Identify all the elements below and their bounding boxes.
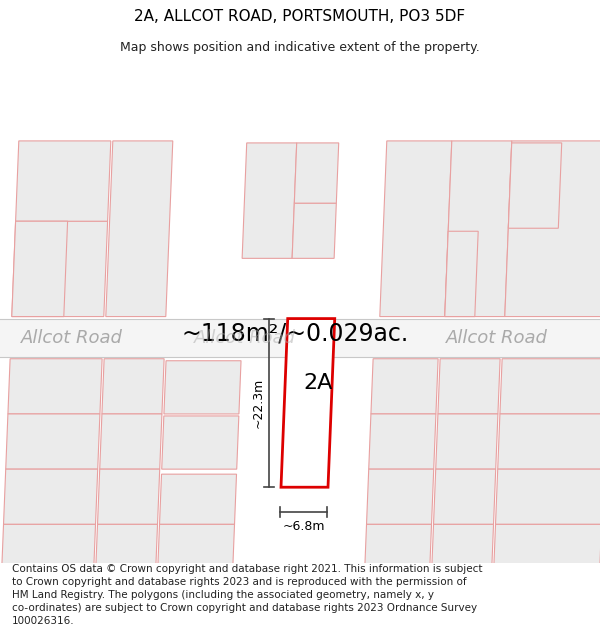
Bar: [0, 319, 600, 357]
Polygon shape: [102, 359, 164, 414]
Polygon shape: [496, 469, 600, 524]
Polygon shape: [494, 524, 600, 564]
Polygon shape: [445, 141, 512, 317]
Polygon shape: [369, 414, 436, 469]
Polygon shape: [367, 469, 434, 524]
Polygon shape: [436, 414, 498, 469]
Polygon shape: [158, 524, 235, 564]
Text: Allcot Road: Allcot Road: [194, 329, 296, 347]
Polygon shape: [500, 359, 600, 414]
Text: 2A, ALLCOT ROAD, PORTSMOUTH, PO3 5DF: 2A, ALLCOT ROAD, PORTSMOUTH, PO3 5DF: [134, 9, 466, 24]
Polygon shape: [242, 143, 297, 258]
Polygon shape: [445, 231, 478, 317]
Polygon shape: [498, 414, 600, 469]
Text: 2A: 2A: [304, 373, 333, 393]
Text: ~6.8m: ~6.8m: [282, 520, 325, 533]
Polygon shape: [432, 524, 494, 564]
Polygon shape: [106, 141, 173, 317]
Polygon shape: [160, 474, 236, 524]
Polygon shape: [2, 524, 95, 564]
Polygon shape: [8, 359, 102, 414]
Polygon shape: [295, 143, 339, 203]
Polygon shape: [162, 416, 239, 469]
Polygon shape: [12, 221, 107, 317]
Text: Allcot Road: Allcot Road: [21, 329, 123, 347]
Polygon shape: [98, 469, 160, 524]
Text: Contains OS data © Crown copyright and database right 2021. This information is : Contains OS data © Crown copyright and d…: [12, 564, 482, 625]
Polygon shape: [164, 361, 241, 414]
Polygon shape: [12, 221, 68, 317]
Polygon shape: [292, 203, 337, 258]
Text: Map shows position and indicative extent of the property.: Map shows position and indicative extent…: [120, 41, 480, 54]
Text: ~118m²/~0.029ac.: ~118m²/~0.029ac.: [181, 322, 409, 346]
Polygon shape: [380, 141, 452, 317]
Polygon shape: [4, 469, 98, 524]
Polygon shape: [505, 141, 600, 317]
Text: ~22.3m: ~22.3m: [252, 378, 265, 428]
Polygon shape: [96, 524, 158, 564]
Polygon shape: [100, 414, 162, 469]
Polygon shape: [508, 143, 562, 228]
Polygon shape: [371, 359, 438, 414]
Polygon shape: [6, 414, 100, 469]
Polygon shape: [16, 141, 111, 221]
Polygon shape: [434, 469, 496, 524]
Polygon shape: [281, 319, 335, 488]
Text: Allcot Road: Allcot Road: [446, 329, 548, 347]
Polygon shape: [438, 359, 500, 414]
Polygon shape: [365, 524, 431, 564]
